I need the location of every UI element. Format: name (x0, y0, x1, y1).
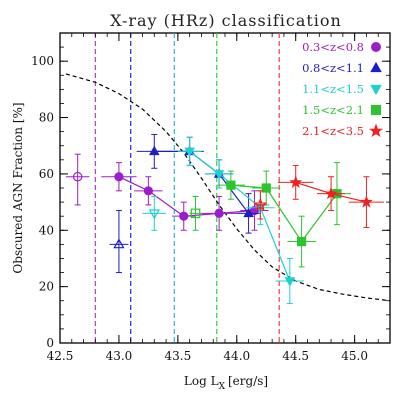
x-tick-label: 43.0 (106, 349, 133, 363)
data-point (143, 186, 153, 196)
data-point (289, 175, 303, 188)
data-point (149, 145, 160, 156)
data-point (284, 277, 296, 287)
data-point (253, 197, 268, 211)
data-point (243, 207, 254, 218)
legend-marker (370, 61, 382, 73)
data-point (179, 211, 189, 221)
legend-marker (370, 42, 381, 53)
axis-ticks: 42.5 43.0 43.5 44.0 44.5 45.0 0 20 40 60 80 100 (31, 32, 391, 363)
x-axis-label-sub: X (219, 382, 226, 392)
data-point (297, 236, 307, 247)
legend-marker (370, 105, 381, 116)
x-tick-label: 42.5 (47, 349, 74, 363)
data-point (261, 183, 271, 193)
data-point (113, 238, 125, 249)
legend-label: 2.1<z<3.5 (302, 124, 364, 138)
y-axis-label: Obscured AGN Fraction [%] (11, 102, 25, 273)
series-0 (65, 153, 269, 231)
legend-marker (368, 123, 384, 137)
series-line-2 (189, 150, 291, 282)
x-tick-label: 44.0 (223, 349, 250, 363)
data-point (148, 209, 160, 220)
x-axis-label-main: Log L (184, 374, 219, 388)
series-3 (189, 162, 352, 268)
data-point (359, 195, 373, 208)
series-line-3 (230, 184, 338, 243)
x-tick-label: 45.0 (341, 349, 368, 363)
data-point (190, 208, 201, 219)
plot-frame (59, 32, 391, 344)
plot-area: 42.5 43.0 43.5 44.0 44.5 45.0 0 20 40 60 80 100 (31, 32, 391, 363)
model-curve (65, 73, 391, 302)
y-tick-label: 40 (39, 223, 54, 237)
y-tick-label: 0 (46, 336, 54, 350)
data-point (72, 171, 83, 182)
x-axis-label: Log LX [erg/s] (184, 374, 268, 392)
legend-label: 1.1<z<1.5 (302, 82, 364, 96)
legend-label: 1.5<z<2.1 (302, 103, 364, 117)
legend-marker (370, 84, 382, 96)
y-tick-label: 80 (39, 111, 54, 125)
chart-title: X-ray (HRz) classification (110, 11, 342, 30)
x-tick-label: 43.5 (164, 349, 191, 363)
series-4 (253, 164, 385, 228)
data-point (184, 147, 195, 158)
data-point (226, 180, 236, 190)
y-tick-label: 100 (31, 54, 54, 68)
data-point (213, 170, 225, 180)
data-point (214, 208, 224, 218)
legend: 0.3<z<0.8 0.8<z<1.1 1.1<z<1.5 1.5<z<2.1 2.1<… (302, 40, 384, 138)
y-tick-label: 20 (39, 280, 54, 294)
data-point (249, 205, 260, 216)
legend-label: 0.3<z<0.8 (302, 40, 364, 54)
y-tick-label: 60 (39, 167, 54, 181)
legend-label: 0.8<z<1.1 (302, 61, 364, 75)
series-group (65, 133, 385, 305)
redshift-cut-lines (94, 33, 280, 343)
data-point (114, 172, 124, 182)
data-point (324, 186, 338, 200)
x-tick-label: 44.5 (282, 349, 309, 363)
x-axis-label-unit: [erg/s] (228, 374, 268, 388)
